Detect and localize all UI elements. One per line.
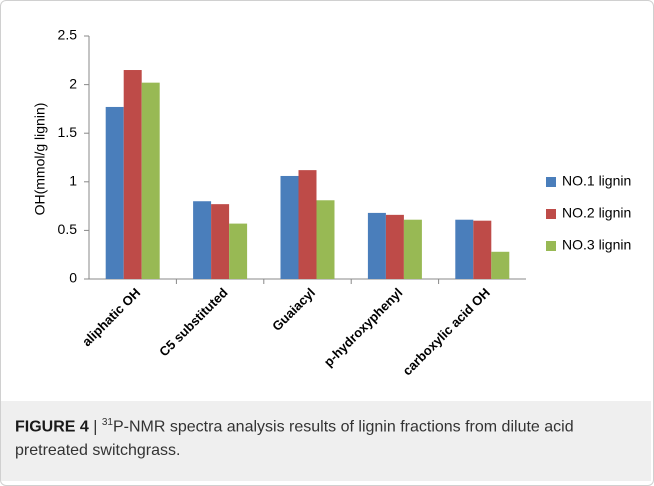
x-tick-label: aliphatic OH: [79, 285, 143, 349]
bar: [141, 82, 160, 279]
y-tick-label: 1.5: [58, 124, 78, 140]
bar: [403, 219, 422, 279]
bar: [298, 170, 317, 279]
x-tick-label: Guaiacyl: [269, 285, 318, 334]
bar: [316, 200, 335, 279]
bar: [455, 219, 474, 279]
bar: [193, 201, 212, 279]
x-tick-label: p-hydroxyphenyl: [321, 285, 406, 370]
legend-label: NO.3 lignin: [562, 237, 631, 253]
legend-swatch: [546, 177, 556, 187]
caption: FIGURE 4 | 31P-NMR spectra analysis resu…: [1, 401, 651, 481]
bar: [280, 175, 299, 279]
bar: [211, 204, 230, 279]
bar: [491, 251, 510, 279]
y-tick-label: 2: [69, 75, 77, 91]
y-tick-label: 0.5: [58, 221, 78, 237]
y-axis-label: OH(mmol/g lignin): [32, 103, 48, 216]
legend-swatch: [546, 241, 556, 251]
caption-separator: |: [93, 418, 98, 436]
x-tick-label: C5 substituted: [156, 285, 230, 359]
y-tick-label: 2.5: [58, 27, 78, 43]
y-tick-label: 0: [69, 270, 77, 286]
caption-text: P-NMR spectra analysis results of lignin…: [15, 418, 574, 460]
bar: [385, 214, 404, 279]
chart: OH(mmol/g lignin) 0 0.5 1 1.5 2 2.5 aliphatic …: [32, 27, 632, 379]
bar: [123, 70, 142, 280]
legend-label: NO.2 lignin: [562, 205, 631, 221]
caption-superscript: 31: [101, 417, 113, 428]
legend-swatch: [546, 209, 556, 219]
x-tick-label: carboxylic acid OH: [399, 285, 492, 378]
bar: [105, 106, 124, 280]
caption-label: FIGURE 4: [15, 418, 89, 436]
bar: [367, 212, 386, 279]
bar: [473, 220, 492, 279]
bar: [229, 223, 248, 279]
y-tick-label: 1: [69, 173, 77, 189]
legend-label: NO.1 lignin: [562, 173, 631, 189]
